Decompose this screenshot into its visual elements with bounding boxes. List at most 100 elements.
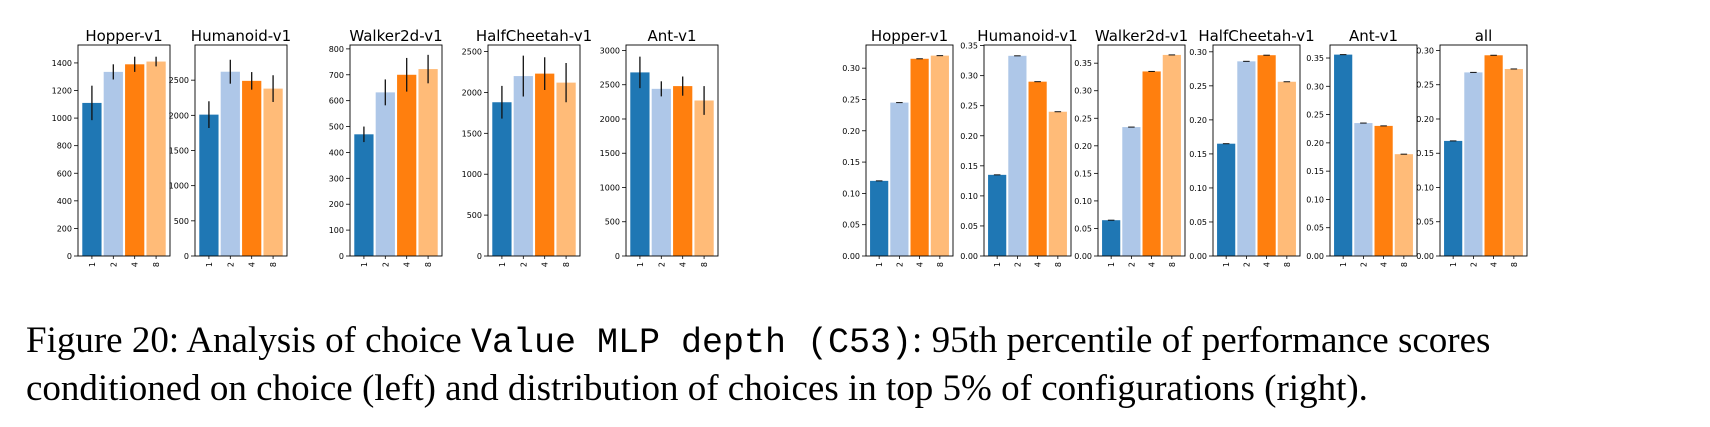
y-tick-label: 0.15 [842,158,860,167]
bar [146,61,166,257]
chart-title: Humanoid-v1 [977,27,1077,45]
x-tick-label: 8 [700,262,709,267]
x-tick-label: 1 [1222,262,1231,267]
y-tick-label: 1000 [52,114,72,123]
y-tick-label: 0.10 [1306,195,1324,204]
y-tick-label: 0.00 [1306,252,1324,261]
y-tick-label: 0.25 [842,95,860,104]
axes-frame [1212,44,1301,257]
bar [870,180,889,256]
y-tick-label: 0.05 [960,222,978,231]
x-tick-label: 8 [152,262,161,267]
y-tick-label: 0.05 [1306,224,1324,233]
bar [1277,81,1296,256]
x-tick-label: 2 [381,262,390,267]
bar [1217,143,1236,256]
chart-title: HalfCheetah-v1 [1198,27,1314,45]
bar [354,134,374,256]
y-tick-label: 2000 [169,111,189,120]
y-tick-label: 0.15 [960,162,978,171]
y-tick-label: 500 [174,217,189,226]
y-tick-label: 1500 [462,129,482,138]
bar [1257,55,1276,256]
y-tick-label: 0.10 [1189,184,1207,193]
y-tick-label: 0.35 [960,42,978,51]
y-tick-label: 0.20 [1189,116,1207,125]
bar [673,86,693,256]
x-tick-label: 4 [1034,262,1043,267]
y-tick-label: 700 [329,71,344,80]
y-tick-label: 600 [57,169,72,178]
y-tick-label: 1000 [600,183,620,192]
y-tick-label: 0 [615,252,620,261]
bar [125,64,145,256]
bar [890,102,909,256]
bar [1334,54,1353,256]
y-tick-label: 0.35 [1306,54,1324,63]
x-tick-label: 2 [1359,262,1368,267]
axes-frame [349,44,443,257]
chart-title: Hopper-v1 [871,27,948,45]
x-tick-label: 4 [679,262,688,267]
bar [1102,220,1121,256]
bar [199,114,219,256]
axes-frame [1439,44,1528,257]
y-tick-label: 2500 [462,48,482,57]
y-tick-label: 0 [339,252,344,261]
x-tick-label: 2 [1127,262,1136,267]
figure-caption: Figure 20: Analysis of choice Value MLP … [26,318,1706,412]
x-tick-label: 4 [131,262,140,267]
x-tick-label: 8 [1510,262,1519,267]
bar [1464,72,1483,257]
x-tick-label: 4 [1263,262,1272,267]
x-tick-label: 4 [248,262,257,267]
axes-frame [1097,44,1186,257]
y-tick-label: 1000 [462,170,482,179]
x-tick-label: 1 [1449,262,1458,267]
x-tick-label: 2 [1013,262,1022,267]
y-tick-label: 2500 [600,81,620,90]
x-tick-label: 2 [895,262,904,267]
bar [1008,55,1027,257]
bar [492,102,512,256]
y-tick-label: 2500 [169,76,189,85]
y-tick-label: 3000 [600,46,620,55]
y-tick-label: 0.10 [960,192,978,201]
y-tick-label: 0.15 [1306,167,1324,176]
y-tick-label: 0.30 [1189,48,1207,57]
y-tick-label: 0.30 [1416,46,1434,55]
y-tick-label: 0 [477,252,482,261]
bar [630,72,650,257]
y-tick-label: 400 [57,197,72,206]
y-tick-label: 0.00 [1074,252,1092,261]
chart-title: all [1475,27,1493,45]
x-tick-label: 4 [541,262,550,267]
y-tick-label: 0.20 [842,127,860,136]
y-tick-label: 400 [329,148,344,157]
caption-prefix: Figure 20: Analysis of choice [26,320,471,361]
chart-title: Walker2d-v1 [1095,27,1188,45]
x-tick-label: 1 [205,262,214,267]
x-tick-label: 8 [1168,262,1177,267]
bar [418,69,438,256]
bar [220,71,240,256]
x-tick-label: 2 [109,262,118,267]
x-tick-label: 2 [657,262,666,267]
y-tick-label: 0.05 [1074,224,1092,233]
x-tick-label: 4 [403,262,412,267]
y-tick-label: 0.20 [1074,142,1092,151]
bar [1028,81,1047,256]
bar [535,73,555,257]
axes-frame [625,44,719,257]
bar [1122,127,1141,257]
y-tick-label: 0.35 [1074,59,1092,68]
bar [1374,125,1393,256]
axes-frame [194,44,288,257]
x-tick-label: 1 [1339,262,1348,267]
y-tick-label: 0.10 [842,189,860,198]
y-tick-label: 500 [605,218,620,227]
bar [988,174,1007,256]
x-tick-label: 1 [88,262,97,267]
y-tick-label: 2000 [600,115,620,124]
